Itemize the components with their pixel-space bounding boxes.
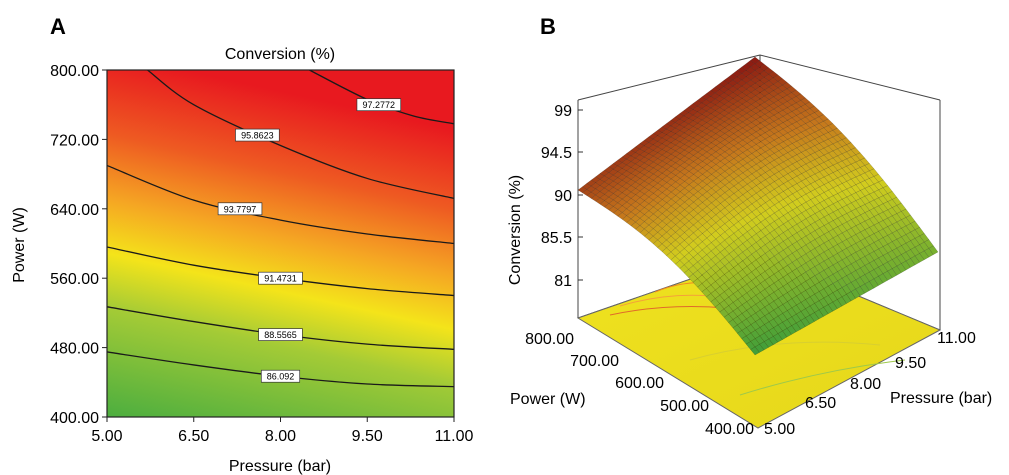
contour-label-box	[235, 128, 280, 142]
pressure-tick-label: 11.00	[937, 330, 976, 347]
power-tick-label: 700.00	[570, 353, 619, 370]
panel-a-title: Conversion (%)	[225, 46, 335, 63]
x-tick-label: 9.50	[352, 428, 383, 445]
pressure-tick-label: 9.50	[895, 355, 926, 372]
panel-b: B 81 85.5 90 94.5 99 400.00 500.00 600.00 700.00…	[507, 14, 992, 438]
power-tick-label: 500.00	[660, 398, 709, 415]
contour-line	[147, 70, 454, 200]
contour-labels: 86.092 88.5565 91.4731 93.7797 95.8623 97.277…	[217, 98, 402, 383]
panel-a-letter: A	[50, 14, 66, 39]
panel-b-letter: B	[540, 14, 556, 39]
panel-a-xlabel: Pressure (bar)	[229, 458, 331, 475]
contour-label-box	[356, 98, 402, 112]
y-tick-label: 640.00	[50, 202, 99, 219]
power-tick-label: 800.00	[525, 331, 574, 348]
surface-cell	[928, 245, 939, 255]
panel-b-ylabel: Power (W)	[510, 391, 586, 408]
panel-a-ylabel: Power (W)	[11, 207, 28, 283]
contour-line	[107, 164, 454, 245]
response-surface	[577, 56, 939, 356]
contour-label-box	[258, 271, 303, 285]
x-tick-label: 11.00	[435, 428, 474, 445]
pressure-tick-label: 8.00	[850, 376, 881, 393]
panel-b-zlabel: Conversion (%)	[507, 175, 524, 285]
y-tick-label: 560.00	[50, 271, 99, 288]
power-tick-label: 600.00	[615, 375, 664, 392]
pressure-tick-label: 5.00	[764, 421, 795, 438]
power-tick-label: 400.00	[705, 421, 754, 438]
x-tick-label: 5.00	[91, 428, 122, 445]
panel-a-axes: 5.00 6.50 8.00 9.50 11.00 400.00 480.00 560.00 6…	[50, 63, 473, 445]
y-tick-label: 720.00	[50, 132, 99, 149]
x-tick-label: 8.00	[265, 428, 296, 445]
contour-label: 97.2772	[363, 100, 396, 110]
contour-label: 95.8623	[241, 131, 274, 141]
contour-label-box	[217, 202, 263, 216]
y-tick-label: 480.00	[50, 341, 99, 358]
pressure-tick-label: 6.50	[805, 395, 836, 412]
contour-label: 93.7797	[224, 204, 257, 214]
contour-label-box	[260, 369, 301, 383]
y-tick-label: 400.00	[50, 410, 99, 427]
contour-label: 86.092	[267, 372, 295, 382]
x-tick-label: 6.50	[178, 428, 209, 445]
z-tick-label: 99	[554, 103, 572, 120]
panel-a: A Conversion (%) 86.092 88.5565 91.4731 93.…	[11, 14, 474, 475]
z-tick-label: 94.5	[541, 145, 572, 162]
y-tick-label: 800.00	[50, 63, 99, 80]
panel-b-xlabel: Pressure (bar)	[890, 390, 992, 407]
z-tick-label: 81	[554, 273, 572, 290]
z-tick-label: 90	[554, 188, 572, 205]
contour-label: 91.4731	[264, 274, 297, 284]
contour-plot-area	[107, 70, 454, 417]
panel-b-axes: 81 85.5 90 94.5 99 400.00 500.00 600.00 700.00 80…	[525, 103, 976, 438]
contour-label-box	[258, 328, 303, 341]
contour-label: 88.5565	[264, 330, 297, 340]
z-tick-label: 85.5	[541, 230, 572, 247]
